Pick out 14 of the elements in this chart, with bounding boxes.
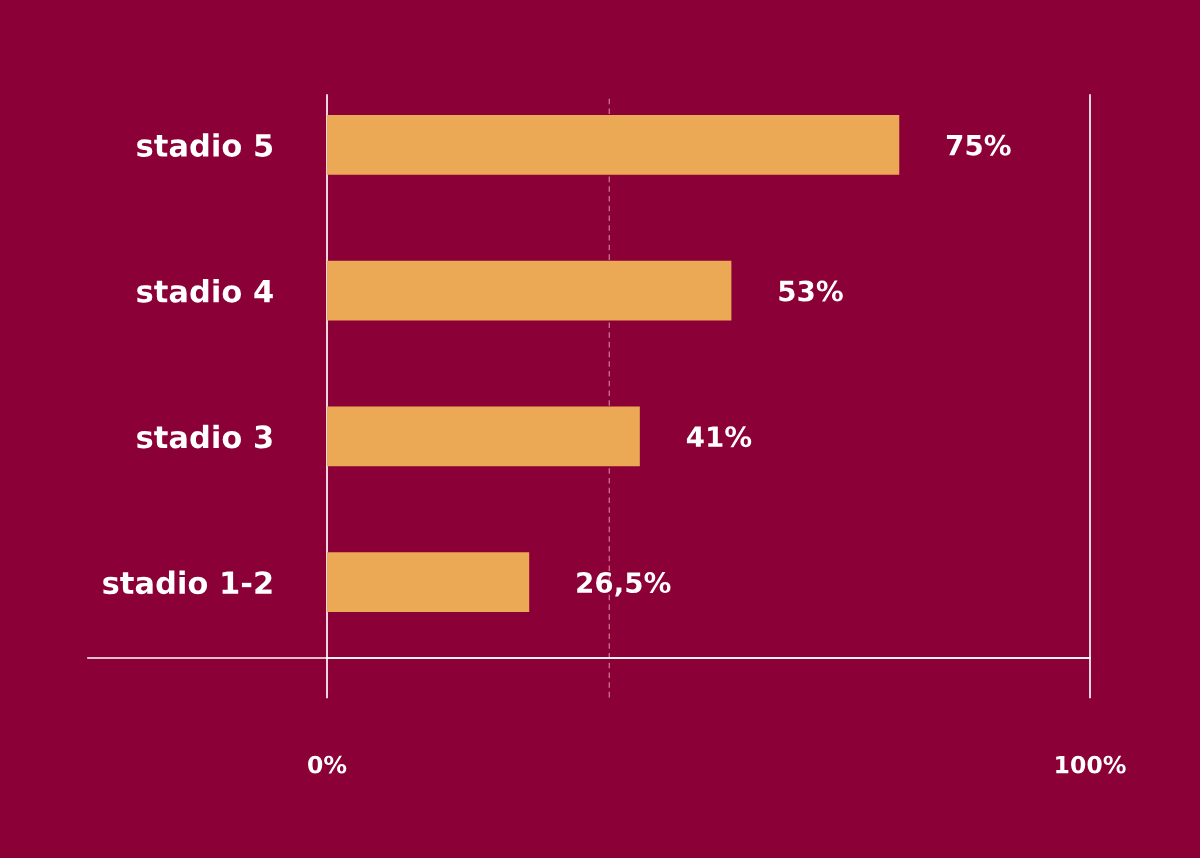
data-label: 26,5% — [577, 572, 671, 597]
y-tick-label: stadio 1-2 — [103, 570, 272, 595]
data-label: 41% — [686, 426, 752, 448]
data-label: 53% — [779, 280, 843, 302]
bar — [327, 260, 732, 321]
bar — [327, 114, 900, 175]
y-tick-label: stadio 5 — [137, 133, 273, 157]
y-tick-label: stadio 4 — [137, 279, 273, 303]
x-tick-label: 0% — [308, 755, 347, 774]
x-tick-label: 100% — [1056, 755, 1126, 774]
bar — [327, 406, 640, 467]
data-label: 75% — [946, 134, 1011, 156]
bar — [327, 552, 530, 613]
y-tick-label: stadio 3 — [137, 424, 272, 449]
